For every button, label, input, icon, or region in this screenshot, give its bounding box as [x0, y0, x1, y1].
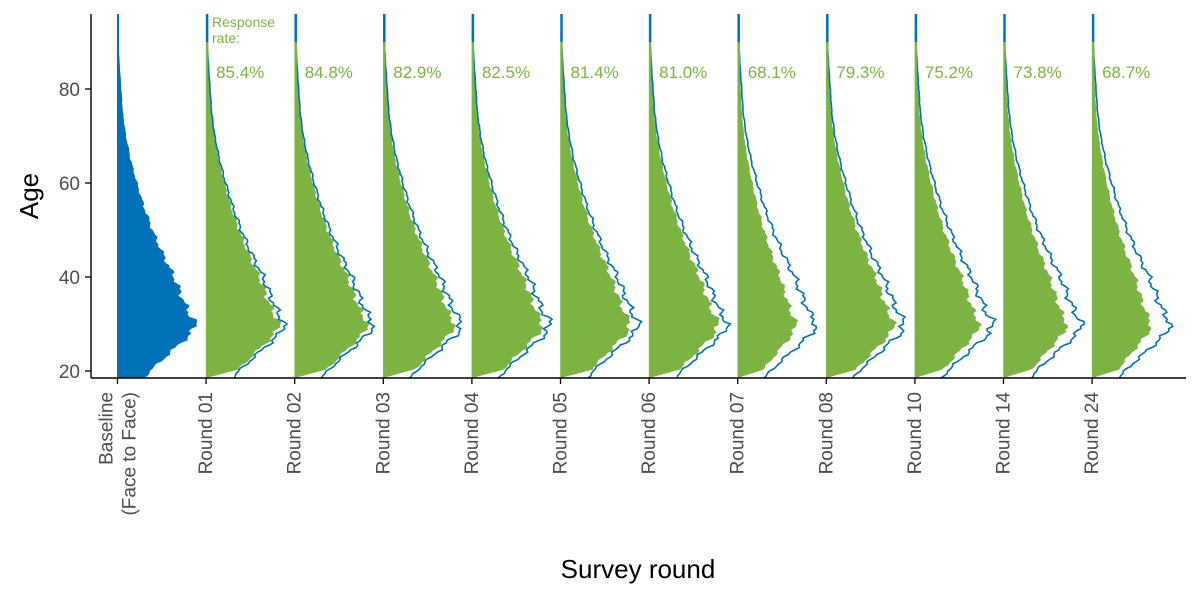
round-density-8: [826, 14, 898, 378]
round-density-2: [294, 14, 370, 378]
response-rate-label: 75.2%: [925, 63, 973, 82]
x-tick-label: Round 06: [639, 392, 660, 474]
round-outline-3: [383, 18, 463, 379]
response-rate-label: 81.0%: [659, 63, 707, 82]
round-outline-8: [826, 18, 907, 379]
round-density-3: [383, 14, 456, 378]
density-marks: 85.4% 84.8% 82.9% 82.5% 81.4% 81.0% 68.1% 79.3%…: [117, 14, 1174, 379]
y-axis-title: Age: [14, 173, 44, 219]
x-tick-label: Round 10: [905, 392, 926, 474]
x-axis-title: Survey round: [561, 554, 716, 584]
round-density-10: [1003, 14, 1068, 378]
x-tick-label: Round 04: [462, 392, 483, 475]
round-outline-1: [205, 18, 289, 379]
y-tick-label: 40: [59, 268, 80, 289]
response-rate-label: 68.7%: [1102, 63, 1150, 82]
x-tick-label: Round 24: [1082, 392, 1103, 475]
round-density-7: [737, 14, 799, 378]
y-tick-label: 60: [59, 174, 80, 195]
round-density-1: [206, 14, 282, 378]
round-outline-5: [560, 18, 643, 379]
round-density-11: [1092, 14, 1152, 378]
response-rate-label: 73.8%: [1014, 63, 1062, 82]
round-outline-10: [1003, 18, 1086, 379]
y-tick-label: 80: [59, 80, 80, 101]
x-tick-label: Round 01: [196, 392, 217, 474]
response-rate-label: 68.1%: [748, 63, 796, 82]
round-outline-7: [737, 18, 818, 379]
x-tick-label: Round 05: [551, 392, 572, 474]
x-tick-label: Round 14: [994, 392, 1015, 475]
x-tick-label: Baseline (Face to Face): [97, 392, 141, 516]
round-density-6: [649, 14, 720, 378]
round-density-5: [560, 14, 631, 378]
round-outline-9: [914, 18, 998, 379]
x-tick-label: Round 07: [728, 392, 749, 474]
x-tick-label: Round 03: [373, 392, 394, 474]
round-outline-4: [471, 18, 554, 379]
x-tick-label: Round 02: [285, 392, 306, 474]
response-rate-label: 82.5%: [482, 63, 530, 82]
baseline-density: [117, 14, 197, 379]
response-rate-label: 79.3%: [836, 63, 884, 82]
y-tick-label: 20: [59, 362, 80, 383]
response-rate-label: 84.8%: [305, 63, 353, 82]
round-outline-11: [1091, 18, 1174, 379]
round-outline-2: [294, 18, 376, 379]
response-rate-label: 82.9%: [393, 63, 441, 82]
y-axis-ticks: 20 40 60 80: [59, 80, 91, 383]
x-tick-label: Round 08: [816, 392, 837, 474]
round-outline-6: [648, 18, 732, 379]
response-rate-annotation: Response rate:: [212, 14, 275, 46]
response-rate-label: 85.4%: [216, 63, 264, 82]
round-density-9: [914, 14, 982, 378]
round-density-4: [471, 14, 544, 378]
x-axis-ticks: Baseline (Face to Face) Round 01 Round 02 Ro…: [97, 378, 1103, 516]
response-rate-label: 81.4%: [571, 63, 619, 82]
